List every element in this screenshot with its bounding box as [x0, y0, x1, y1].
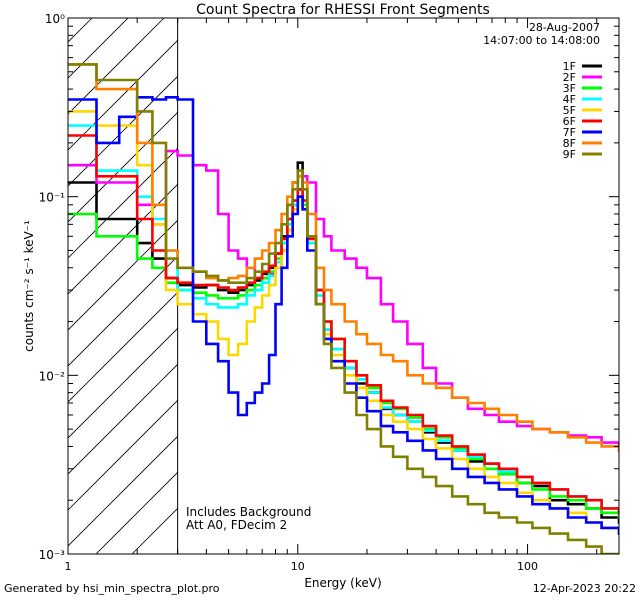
series-9F: [68, 63, 619, 554]
series-layer: [68, 63, 619, 554]
legend-label-9F: 9F: [563, 148, 576, 161]
legend-label-5F: 5F: [563, 104, 576, 117]
y-tick-label: 10⁻¹: [39, 191, 66, 205]
hatch-line: [68, 183, 178, 295]
hatch-line: [68, 75, 178, 187]
chart-title: Count Spectra for RHESSI Front Segments: [196, 2, 490, 18]
y-tick-label: 10⁻²: [39, 369, 66, 383]
hatch-line: [68, 39, 178, 151]
series-7F: [68, 96, 619, 535]
x-tick-label: 10: [291, 560, 305, 573]
time-range-label: 14:07:00 to 14:08:00: [483, 34, 600, 47]
hatch-line: [68, 255, 178, 367]
y-tick-label: 10⁻³: [39, 548, 66, 562]
x-tick-label: 100: [517, 560, 538, 573]
hatch-line: [68, 18, 165, 115]
x-axis-label: Energy (keV): [304, 576, 381, 590]
attenuated-region: [68, 18, 178, 554]
legend-label-8F: 8F: [563, 137, 576, 150]
hatch-line: [68, 399, 178, 511]
hatch-line: [68, 363, 178, 475]
footer-generated-by: Generated by hsi_min_spectra_plot.pro: [4, 582, 220, 595]
series-2F: [68, 149, 619, 448]
legend-label-4F: 4F: [563, 93, 576, 106]
axis-ticks: 1 10 100 10⁻³ 10⁻² 10⁻¹ 10⁰: [39, 12, 619, 573]
x-tick-label: 1: [65, 560, 72, 573]
date-label: 28-Aug-2007: [529, 21, 600, 34]
y-tick-label: 10⁰: [45, 12, 65, 26]
legend-label-7F: 7F: [563, 126, 576, 139]
y-axis-label: counts cm⁻² s⁻¹ keV⁻¹: [22, 220, 36, 352]
legend-label-6F: 6F: [563, 115, 576, 128]
hatch-line: [68, 219, 178, 331]
plot-frame: [67, 17, 620, 555]
hatch-line: [68, 435, 178, 547]
footer-timestamp: 12-Apr-2023 20:22: [532, 582, 636, 595]
annotation-background: Includes Background: [186, 505, 311, 519]
annotation-attenuator: Att A0, FDecim 2: [186, 518, 287, 532]
legend-label-1F: 1F: [563, 60, 576, 73]
legend-label-2F: 2F: [563, 71, 576, 84]
legend-label-3F: 3F: [563, 82, 576, 95]
